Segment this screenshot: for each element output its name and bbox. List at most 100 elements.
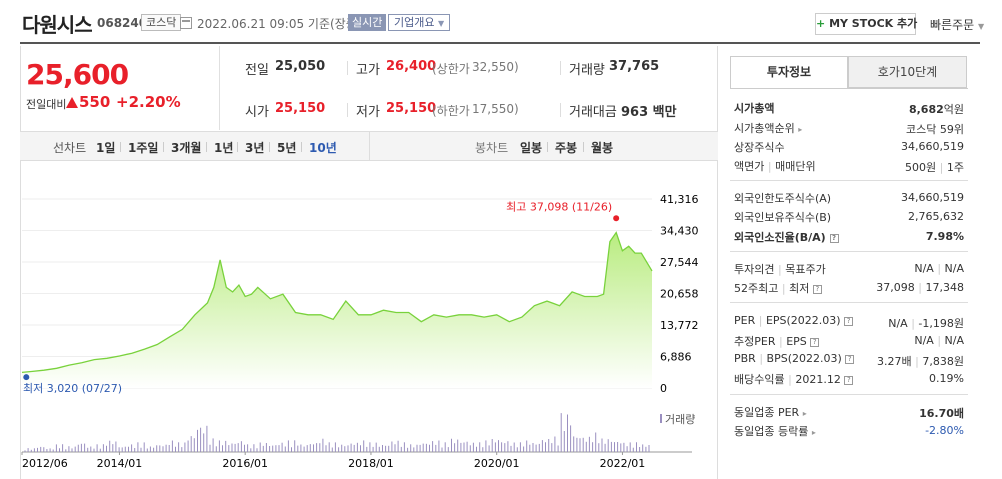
add-my-stock-label: MY STOCK 추가 xyxy=(829,17,918,30)
realtime-badge[interactable]: 실시간 xyxy=(348,14,387,31)
tab-period-1y[interactable]: 1년 xyxy=(214,141,234,155)
x-tick-label: 2018/01 xyxy=(348,457,394,470)
foreign-ratio-label: 외국인소진율(B/A) ? xyxy=(734,229,839,245)
help-icon[interactable]: ? xyxy=(829,233,839,243)
market-cap-rank-label-text: 시가총액순위 xyxy=(734,122,795,135)
lower-limit-label: (하한가 xyxy=(432,104,470,118)
y-tick-label: 0 xyxy=(660,382,667,395)
pbr-bps-value: 3.27배 | 7,838원 xyxy=(877,355,964,368)
x-tick-label: 2012/06 xyxy=(22,457,68,470)
help-icon[interactable]: ? xyxy=(844,316,854,326)
y-tick-label: 41,316 xyxy=(660,193,699,206)
company-overview-label: 기업개요 xyxy=(394,16,435,29)
add-my-stock-button[interactable]: + MY STOCK 추가 xyxy=(815,13,918,35)
prev-day-label: 전일대비 xyxy=(26,98,67,111)
tab-candle-weekly[interactable]: 주봉 xyxy=(555,141,578,155)
price-change: 550 xyxy=(79,93,111,111)
shares-label: 상장주식수 xyxy=(734,141,785,154)
par-value: 500원 xyxy=(905,161,937,174)
market-cap-rank-label[interactable]: 시가총액순위 ▸ xyxy=(734,120,802,136)
lot-label: 매매단위 xyxy=(775,160,816,173)
stock-name: 다원시스 xyxy=(22,13,93,37)
lower-limit-value: 17,550) xyxy=(472,102,519,116)
help-icon[interactable]: ? xyxy=(812,284,822,294)
help-icon[interactable]: ? xyxy=(845,354,855,364)
divider xyxy=(560,61,561,75)
est-per-eps-label: 추정PER | EPS ? xyxy=(734,333,820,349)
up-triangle-icon xyxy=(66,97,78,108)
tab-period-1w[interactable]: 1주일 xyxy=(128,141,159,155)
par-lot-label: 액면가 | 매매단위 xyxy=(734,160,816,173)
tab-period-3y[interactable]: 3년 xyxy=(245,141,265,155)
candle-chart-label: 봉차트 xyxy=(475,141,509,155)
y-tick-label: 27,544 xyxy=(660,256,699,269)
foreign-ratio-value: 7.98% xyxy=(925,230,964,243)
tab-candle-daily[interactable]: 일봉 xyxy=(520,141,543,155)
y-tick-label: 34,430 xyxy=(660,225,699,238)
shares-value: 34,660,519 xyxy=(901,140,964,153)
industry-per-label-text: 동일업종 PER xyxy=(734,406,800,419)
tab-period-5y[interactable]: 5년 xyxy=(277,141,297,155)
opinion-value: N/A xyxy=(914,262,934,275)
dividend-label: 배당수익률 | 2021.12 ? xyxy=(734,371,854,387)
tab-candle-monthly[interactable]: 월봉 xyxy=(591,141,614,155)
foreign-hold-value: 2,765,632 xyxy=(908,210,964,223)
est-per-label: 추정PER xyxy=(734,335,776,348)
tab-orderbook[interactable]: 호가10단계 xyxy=(848,56,967,88)
w52-label: 52주최고 | 최저 ? xyxy=(734,280,822,296)
x-tick-label: 2014/01 xyxy=(97,457,143,470)
w52-value: 37,098 | 17,348 xyxy=(876,281,965,294)
industry-rate-value: -2.80% xyxy=(925,424,964,437)
industry-per-label[interactable]: 동일업종 PER ▸ xyxy=(734,404,807,420)
help-icon[interactable]: ? xyxy=(844,375,854,385)
tab-period-10y[interactable]: 10년 xyxy=(309,141,337,155)
trade-amount-label: 거래대금 xyxy=(569,105,617,120)
industry-rate-label[interactable]: 동일업종 등락률 ▸ xyxy=(734,423,816,439)
caret-right-icon: ▸ xyxy=(798,125,803,134)
y-tick-label: 13,772 xyxy=(660,319,699,332)
target-label: 목표주가 xyxy=(785,263,826,276)
pbr-label: PBR xyxy=(734,352,756,365)
line-chart-label: 선차트 xyxy=(53,141,87,155)
upper-limit-value: 32,550) xyxy=(472,60,519,74)
volume-legend-swatch xyxy=(660,414,662,423)
x-tick-label: 2020/01 xyxy=(474,457,520,470)
volume-chart: 거래량 2012/06 2014/01 2016/01 2018/01 2020/01 2… xyxy=(21,413,695,470)
divider xyxy=(347,103,348,117)
company-overview-dropdown[interactable]: 기업개요 ▼ xyxy=(388,14,451,31)
quick-order-dropdown[interactable]: 빠른주문 ▼ xyxy=(930,16,984,33)
tab-period-3m[interactable]: 3개월 xyxy=(171,141,202,155)
price-change-rate: +2.20% xyxy=(116,93,181,111)
tab-invest-info[interactable]: 투자정보 xyxy=(730,56,848,88)
low-label: 저가 xyxy=(356,105,380,120)
divider xyxy=(730,88,968,89)
calendar-icon xyxy=(180,17,192,29)
price-chart[interactable]: 최고 37,098 (11/26) 최저 3,020 (07/27) 41,316… xyxy=(20,180,700,402)
dividend-label-text: 배당수익률 xyxy=(734,373,785,386)
divider xyxy=(730,394,968,395)
quote-datetime: 2022.06.21 09:05 기준(장중) xyxy=(197,17,362,31)
per-label: PER xyxy=(734,314,756,327)
foreign-ratio-label-text: 외국인소진율(B/A) xyxy=(734,231,826,244)
divider xyxy=(730,302,968,303)
divider xyxy=(120,142,121,152)
opinion-target-label: 투자의견 | 목표주가 xyxy=(734,263,826,276)
price-area xyxy=(22,232,652,388)
w52-low-value: 17,348 xyxy=(925,281,965,294)
target-value: N/A xyxy=(944,262,964,275)
stock-header: 다원시스 068240 코스닥 2022.06.21 09:05 기준(장중) … xyxy=(20,0,984,44)
est-eps-label: EPS xyxy=(786,335,807,348)
foreign-limit-value: 34,660,519 xyxy=(901,191,964,204)
par-lot-value: 500원 | 1주 xyxy=(905,161,964,174)
opinion-label: 투자의견 xyxy=(734,263,775,276)
help-icon[interactable]: ? xyxy=(810,337,820,347)
y-tick-label: 20,658 xyxy=(660,288,699,301)
tab-period-1d[interactable]: 1일 xyxy=(96,141,116,155)
chevron-down-icon: ▼ xyxy=(978,22,985,31)
stock-code: 068240 xyxy=(97,16,148,30)
w52-high-label: 52주최고 xyxy=(734,282,779,295)
per-eps-value: N/A | -1,198원 xyxy=(888,317,964,330)
divider xyxy=(347,61,348,75)
price-line xyxy=(21,231,653,374)
divider xyxy=(730,180,968,181)
